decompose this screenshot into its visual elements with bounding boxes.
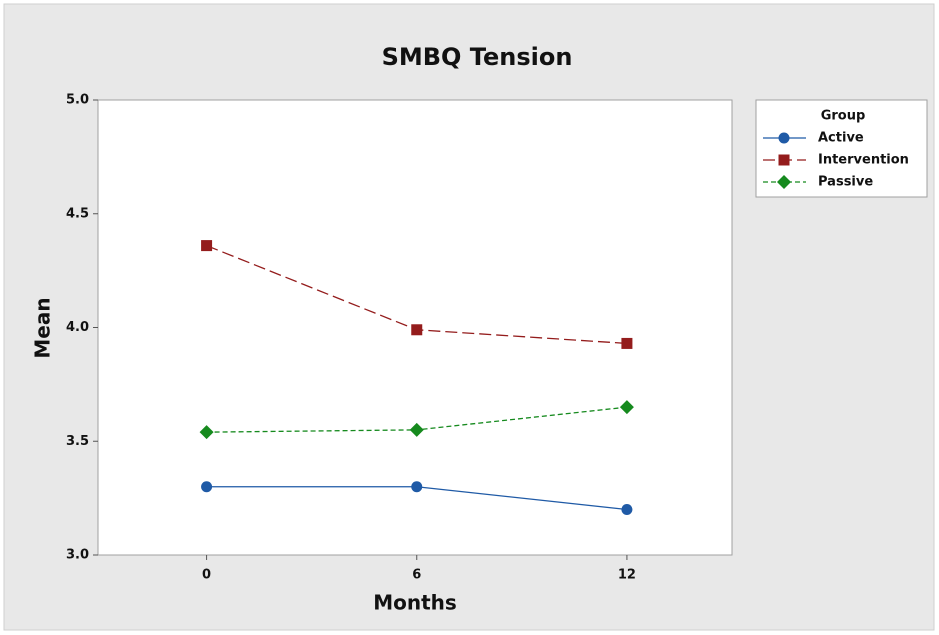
data-point	[199, 425, 214, 440]
data-point	[411, 481, 423, 493]
y-axis-title: Mean	[31, 297, 55, 358]
y-tick-label: 3.0	[66, 548, 89, 563]
legend-marker	[778, 154, 790, 166]
data-point	[411, 324, 423, 336]
y-tick-label: 4.5	[66, 206, 89, 221]
data-point	[201, 481, 213, 493]
y-tick-label: 5.0	[66, 93, 89, 108]
legend-label: Active	[818, 131, 864, 146]
legend-marker	[777, 175, 791, 189]
data-point	[621, 504, 633, 515]
x-tick-label: 6	[412, 568, 421, 583]
x-axis-title: Months	[373, 591, 457, 615]
y-tick-label: 3.5	[66, 434, 89, 449]
legend-title: Group	[821, 109, 866, 124]
chart-title: SMBQ Tension	[382, 43, 573, 71]
x-tick-label: 12	[618, 568, 636, 583]
legend-marker	[778, 132, 790, 144]
legend-label: Passive	[818, 175, 873, 190]
data-point	[619, 400, 634, 415]
data-point	[409, 422, 424, 437]
y-tick-label: 4.0	[66, 320, 89, 335]
x-tick-label: 0	[202, 568, 211, 583]
legend-label: Intervention	[818, 153, 909, 168]
data-point	[621, 337, 633, 349]
data-point	[201, 240, 213, 252]
